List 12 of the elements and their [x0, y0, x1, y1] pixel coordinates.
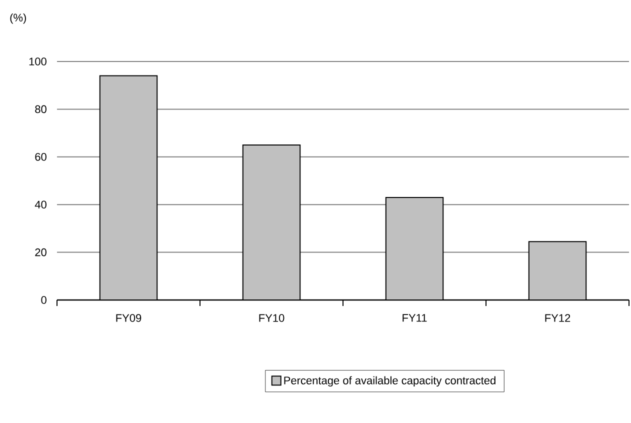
x-tick-label: FY10 [259, 314, 284, 322]
y-tick-label: 60 [35, 152, 46, 161]
y-axis-title: (%) [10, 13, 26, 24]
y-tick-label: 20 [35, 248, 46, 256]
x-tick-label: FY12 [545, 314, 570, 322]
y-tick-label: 80 [35, 105, 46, 114]
y-tick-label: 40 [34, 200, 46, 208]
y-tick-label: 100 [29, 58, 46, 66]
x-tick-label: FY11 [402, 314, 427, 322]
legend-label: Percentage of available capacity contracted [284, 376, 496, 387]
x-tick-label: FY09 [116, 314, 142, 322]
y-tick-label: 0 [41, 296, 46, 304]
